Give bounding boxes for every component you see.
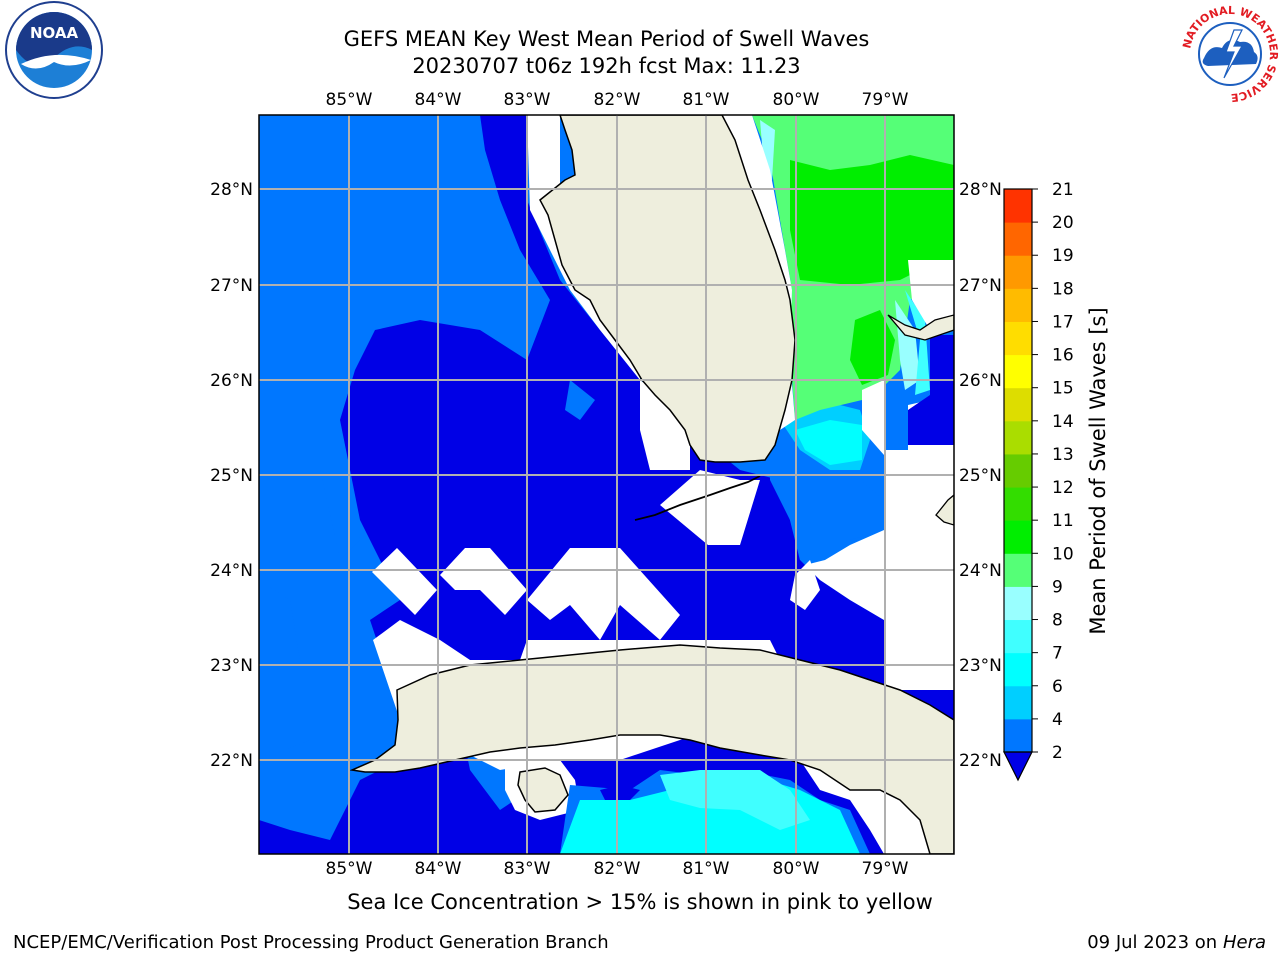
noaa-logo: NOAA bbox=[5, 1, 103, 99]
chart-title: GEFS MEAN Key West Mean Period of Swell … bbox=[343, 27, 870, 51]
ocean-shallow-patch bbox=[259, 580, 310, 760]
masked-area bbox=[790, 560, 820, 610]
ocean-shallow-patch bbox=[565, 380, 595, 420]
ocean-shallow-patch bbox=[770, 420, 884, 560]
map-axis-labels: 85°W 85°W 84°W 84°W 83°W 83°W 82°W 82°W 81°W 81°W… bbox=[210, 90, 1002, 879]
latitude-label: 23°N bbox=[959, 656, 1002, 676]
land-isla-juventud bbox=[517, 767, 569, 813]
nws-logo: NATIONAL WEATHER SERVICE bbox=[1180, 4, 1280, 104]
longitude-label: 82°W bbox=[594, 859, 641, 879]
ocean-band-6s bbox=[795, 420, 862, 465]
masked-area bbox=[660, 470, 760, 545]
ocean-deep-band bbox=[908, 335, 954, 445]
footer-date: 09 Jul 2023 on Hera bbox=[1087, 932, 1266, 953]
masked-area bbox=[372, 548, 437, 615]
footer-date-text: 09 Jul 2023 on bbox=[1087, 932, 1218, 953]
map-border bbox=[258, 114, 955, 855]
ocean-band-7s bbox=[905, 290, 930, 395]
longitude-label: 79°W bbox=[862, 90, 909, 110]
land-florida bbox=[539, 115, 796, 463]
longitude-label: 81°W bbox=[683, 859, 730, 879]
longitude-label: 82°W bbox=[594, 90, 641, 110]
longitude-label: 84°W bbox=[415, 90, 462, 110]
florida-keys bbox=[634, 475, 761, 521]
longitude-label: 80°W bbox=[773, 90, 820, 110]
noaa-logo-text: NOAA bbox=[30, 24, 79, 42]
ocean-band-10s bbox=[850, 310, 895, 385]
sea-ice-caption-text: Sea Ice Concentration > 15% is shown in … bbox=[347, 890, 933, 914]
latitude-label: 26°N bbox=[959, 371, 1002, 391]
masked-area bbox=[640, 380, 690, 470]
masked-area bbox=[908, 260, 954, 330]
latitude-label: 23°N bbox=[210, 656, 253, 676]
latitude-label: 28°N bbox=[959, 180, 1002, 200]
latitude-label: 28°N bbox=[210, 180, 253, 200]
footer-credit: NCEP/EMC/Verification Post Processing Pr… bbox=[13, 932, 609, 953]
masked-area bbox=[805, 455, 954, 690]
latitude-label: 26°N bbox=[210, 371, 253, 391]
latitude-label: 25°N bbox=[959, 466, 1002, 486]
sea-ice-caption: Sea Ice Concentration > 15% is shown in … bbox=[0, 890, 1280, 914]
latitude-label: 24°N bbox=[210, 561, 253, 581]
longitude-label: 83°W bbox=[504, 90, 551, 110]
footer-machine: Hera bbox=[1222, 932, 1266, 953]
masked-area bbox=[440, 548, 527, 615]
longitude-label: 85°W bbox=[326, 90, 373, 110]
latitude-label: 24°N bbox=[959, 561, 1002, 581]
chart-subtitle: 20230707 t06z 192h fcst Max: 11.23 bbox=[412, 54, 801, 78]
longitude-label: 85°W bbox=[326, 859, 373, 879]
ocean-band-10s bbox=[790, 155, 954, 285]
longitude-label: 79°W bbox=[862, 859, 909, 879]
longitude-label: 81°W bbox=[683, 90, 730, 110]
latitude-label: 22°N bbox=[959, 751, 1002, 771]
latitude-label: 25°N bbox=[210, 466, 253, 486]
latitude-label: 27°N bbox=[959, 276, 1002, 296]
land-bahamas bbox=[935, 494, 954, 526]
map-gridlines bbox=[259, 115, 954, 854]
longitude-label: 84°W bbox=[415, 859, 462, 879]
latitude-label: 22°N bbox=[210, 751, 253, 771]
ocean-band-7s bbox=[660, 770, 810, 830]
longitude-label: 83°W bbox=[504, 859, 551, 879]
latitude-label: 27°N bbox=[210, 276, 253, 296]
land-bahamas bbox=[887, 314, 954, 341]
longitude-label: 80°W bbox=[773, 859, 820, 879]
map-plot-area bbox=[259, 115, 954, 854]
ocean-deep-band bbox=[600, 785, 640, 800]
